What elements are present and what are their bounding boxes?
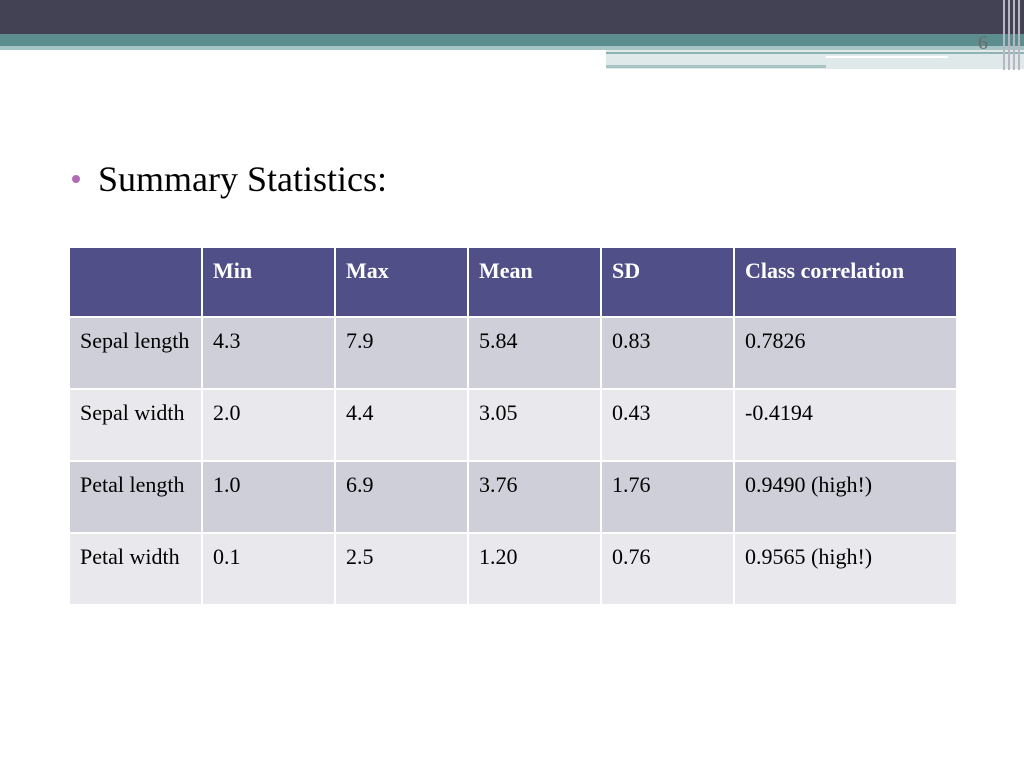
table-cell: 2.5	[336, 534, 467, 604]
decor-block	[606, 50, 1024, 69]
table-cell: Sepal length	[70, 318, 201, 388]
table-cell: -0.4194	[735, 390, 956, 460]
table-row: Sepal length 4.3 7.9 5.84 0.83 0.7826	[70, 318, 956, 388]
table-cell: 1.20	[469, 534, 600, 604]
decor-line	[606, 65, 826, 68]
table-cell: 0.76	[602, 534, 733, 604]
decor-vline	[1013, 0, 1015, 70]
table-cell: 6.9	[336, 462, 467, 532]
table-header-row: Min Max Mean SD Class correlation	[70, 248, 956, 316]
decor-vline	[1008, 0, 1010, 70]
decor-line	[826, 56, 948, 58]
accent-band-light	[0, 46, 1024, 50]
table-cell: Petal width	[70, 534, 201, 604]
table-cell: 0.9565 (high!)	[735, 534, 956, 604]
table-cell: 4.3	[203, 318, 334, 388]
header-cell: Class correlation	[735, 248, 956, 316]
summary-statistics-table: Min Max Mean SD Class correlation Sepal …	[68, 246, 958, 606]
table-cell: 2.0	[203, 390, 334, 460]
table-cell: Petal length	[70, 462, 201, 532]
slide-number: 6	[978, 32, 988, 54]
table-cell: 3.76	[469, 462, 600, 532]
table-cell: 0.83	[602, 318, 733, 388]
header-cell: Mean	[469, 248, 600, 316]
header-cell: SD	[602, 248, 733, 316]
table-cell: 0.43	[602, 390, 733, 460]
bullet-dot-icon	[72, 175, 80, 183]
table-cell: 3.05	[469, 390, 600, 460]
decor-vline	[1003, 0, 1005, 70]
table-cell: 0.9490 (high!)	[735, 462, 956, 532]
decor-vline	[1018, 0, 1020, 70]
bullet-text: Summary Statistics:	[98, 159, 388, 199]
table-cell: Sepal width	[70, 390, 201, 460]
header-cell: Min	[203, 248, 334, 316]
top-banner	[0, 0, 1024, 34]
table-cell: 0.1	[203, 534, 334, 604]
decor-line	[606, 52, 1024, 54]
table-row: Petal length 1.0 6.9 3.76 1.76 0.9490 (h…	[70, 462, 956, 532]
table-cell: 5.84	[469, 318, 600, 388]
table-row: Petal width 0.1 2.5 1.20 0.76 0.9565 (hi…	[70, 534, 956, 604]
header-cell: Max	[336, 248, 467, 316]
bullet-item: Summary Statistics:	[72, 158, 387, 200]
table-cell: 4.4	[336, 390, 467, 460]
header-cell	[70, 248, 201, 316]
table-cell: 1.0	[203, 462, 334, 532]
table-cell: 1.76	[602, 462, 733, 532]
accent-band	[0, 34, 1024, 46]
table-cell: 7.9	[336, 318, 467, 388]
table-cell: 0.7826	[735, 318, 956, 388]
table-row: Sepal width 2.0 4.4 3.05 0.43 -0.4194	[70, 390, 956, 460]
